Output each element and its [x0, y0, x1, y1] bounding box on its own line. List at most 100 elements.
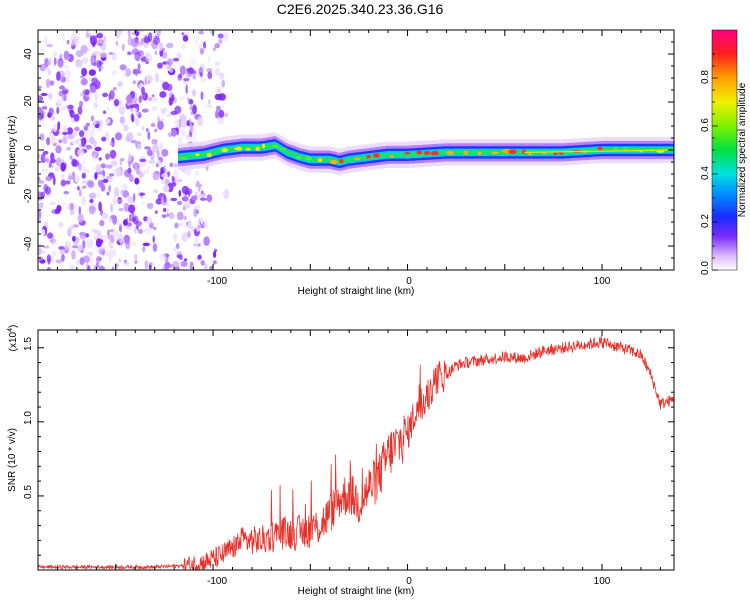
spectrogram-noise-blob	[108, 240, 112, 248]
spectrogram-xtick-label: 0	[406, 276, 412, 287]
spectrogram-noise-blob	[176, 254, 182, 259]
spectrogram-noise-blob	[69, 210, 75, 216]
spectrogram-noise-blob	[69, 155, 73, 160]
spectrogram-noise-blob	[55, 157, 62, 167]
spectrogram-noise-blob	[79, 130, 85, 138]
spectrogram-noise-blob	[138, 70, 142, 74]
spectrogram-noise-blob	[60, 162, 66, 172]
spectrogram-noise-blob	[179, 96, 185, 100]
snr-xtick-label: -100	[207, 576, 227, 587]
spectrogram-noise-blob	[95, 238, 102, 248]
spectrogram-noise-blob	[185, 192, 188, 196]
spectrogram-noise-blob	[98, 201, 102, 212]
spectrogram-noise-blob	[189, 124, 194, 133]
spectrogram-noise-blob	[159, 91, 167, 98]
spectrogram-noise-blob	[70, 35, 78, 41]
spectrogram-noise-blob	[89, 85, 97, 93]
spectrogram-noise-blob	[156, 42, 163, 52]
spectrogram-noise-blob	[48, 161, 52, 168]
spectrogram-ytick-label: 20	[23, 95, 34, 107]
spectrogram-noise-blob	[200, 91, 204, 100]
spectrogram-noise-blob	[161, 173, 169, 178]
spectrogram-noise-blob	[40, 92, 48, 97]
spectrogram-ylabel: Frequency (Hz)	[7, 116, 18, 185]
spectrogram-noise-blob	[175, 243, 180, 250]
spectrogram-noise-blob	[94, 80, 101, 89]
spectrogram-noise-blob	[141, 108, 149, 113]
snr-axis-ticks	[38, 330, 674, 570]
spectrogram-noise-blob	[93, 140, 97, 148]
spectrogram-noise-blob	[221, 79, 225, 88]
spectrogram-noise-blob	[79, 257, 85, 266]
spectrogram-noise-blob	[200, 41, 204, 46]
spectrogram-noise-blob	[69, 264, 76, 270]
spectrogram-noise-blob	[151, 94, 155, 98]
spectrogram-noise-blob	[203, 221, 208, 229]
spectrogram-noise-blob	[153, 189, 159, 194]
spectrogram-noise-blob	[157, 120, 164, 130]
spectrogram-noise-blob	[121, 183, 128, 192]
spectrogram-noise-blob	[64, 64, 69, 69]
spectrogram-noise-blob	[96, 32, 104, 39]
spectrogram-noise-blob	[126, 94, 133, 104]
spectrogram-noise-blob	[81, 78, 88, 86]
spectrogram-noise-blob	[38, 216, 41, 223]
spectrogram-noise-blob	[134, 253, 138, 262]
spectrogram-ridge-trace	[524, 149, 674, 153]
spectrogram-ytick-label: -40	[23, 236, 34, 251]
spectrogram-noise-blob	[192, 104, 197, 115]
spectrogram-noise-blob	[171, 175, 175, 181]
spectrogram-noise-blob	[135, 112, 141, 116]
spectrogram-noise-blob	[88, 205, 96, 215]
spectrogram-noise-blob	[200, 216, 204, 225]
spectrogram-noise-blob	[72, 40, 80, 47]
spectrogram-noise-blob	[118, 99, 123, 107]
spectrogram-noise-blob	[70, 202, 73, 211]
spectrogram-hotspot	[317, 158, 323, 163]
spectrogram-noise-blob	[212, 47, 217, 52]
spectrogram-noise-blob	[176, 53, 182, 58]
spectrogram-hotspot	[180, 156, 188, 160]
spectrogram-noise-blob	[41, 229, 46, 237]
spectrogram-noise-blob	[141, 125, 145, 131]
spectrogram-noise-blob	[145, 53, 153, 63]
spectrogram-xlabel: Height of straight line (km)	[298, 286, 415, 297]
spectrogram-noise-blob	[104, 118, 111, 125]
spectrogram-noise-blob	[182, 35, 189, 42]
spectrogram-noise-blob	[53, 124, 58, 133]
spectrogram-noise-blob	[163, 164, 166, 172]
spectrogram-noise-blob	[112, 229, 119, 238]
spectrogram-noise-blob	[75, 259, 81, 265]
spectrogram-noise-blob	[54, 57, 57, 66]
spectrogram-noise-blob	[164, 266, 169, 270]
spectrogram-noise-blob	[207, 99, 211, 105]
spectrogram-noise-blob	[163, 207, 167, 213]
spectrogram-noise-blob	[105, 164, 113, 169]
spectrogram-noise-blob	[208, 54, 211, 64]
spectrogram-noise-blob	[62, 131, 68, 136]
spectrogram-hotspot	[416, 150, 423, 155]
spectrogram-noise-blob	[61, 173, 65, 180]
spectrogram-noise-blob	[108, 184, 112, 193]
spectrogram-noise-blob	[59, 249, 66, 255]
snr-xtick-label: 100	[594, 576, 611, 587]
spectrogram-noise-blob	[197, 224, 202, 229]
spectrogram-noise-blob	[119, 64, 127, 71]
spectrogram-noise-blob	[93, 55, 97, 65]
spectrogram-noise-blob	[38, 180, 45, 184]
spectrogram-noise-blob	[74, 175, 80, 183]
spectrogram-noise-blob	[63, 94, 67, 102]
spectrogram-noise-blob	[85, 122, 91, 127]
spectrogram-noise-blob	[223, 32, 229, 42]
spectrogram-noise-blob	[156, 30, 161, 37]
spectrogram-noise-blob	[99, 64, 104, 71]
spectrogram-noise-blob	[179, 65, 186, 76]
spectrogram-noise-blob	[187, 67, 195, 75]
spectrogram-noise-blob	[166, 213, 169, 217]
colorbar-ticks	[712, 53, 718, 271]
spectrogram-noise-blob	[112, 196, 117, 206]
spectrogram-noise-blob	[60, 179, 66, 187]
spectrogram-noise-blob	[108, 218, 113, 223]
snr-multiplier-base: (x10	[8, 331, 19, 351]
spectrogram-noise-blob	[96, 192, 101, 197]
